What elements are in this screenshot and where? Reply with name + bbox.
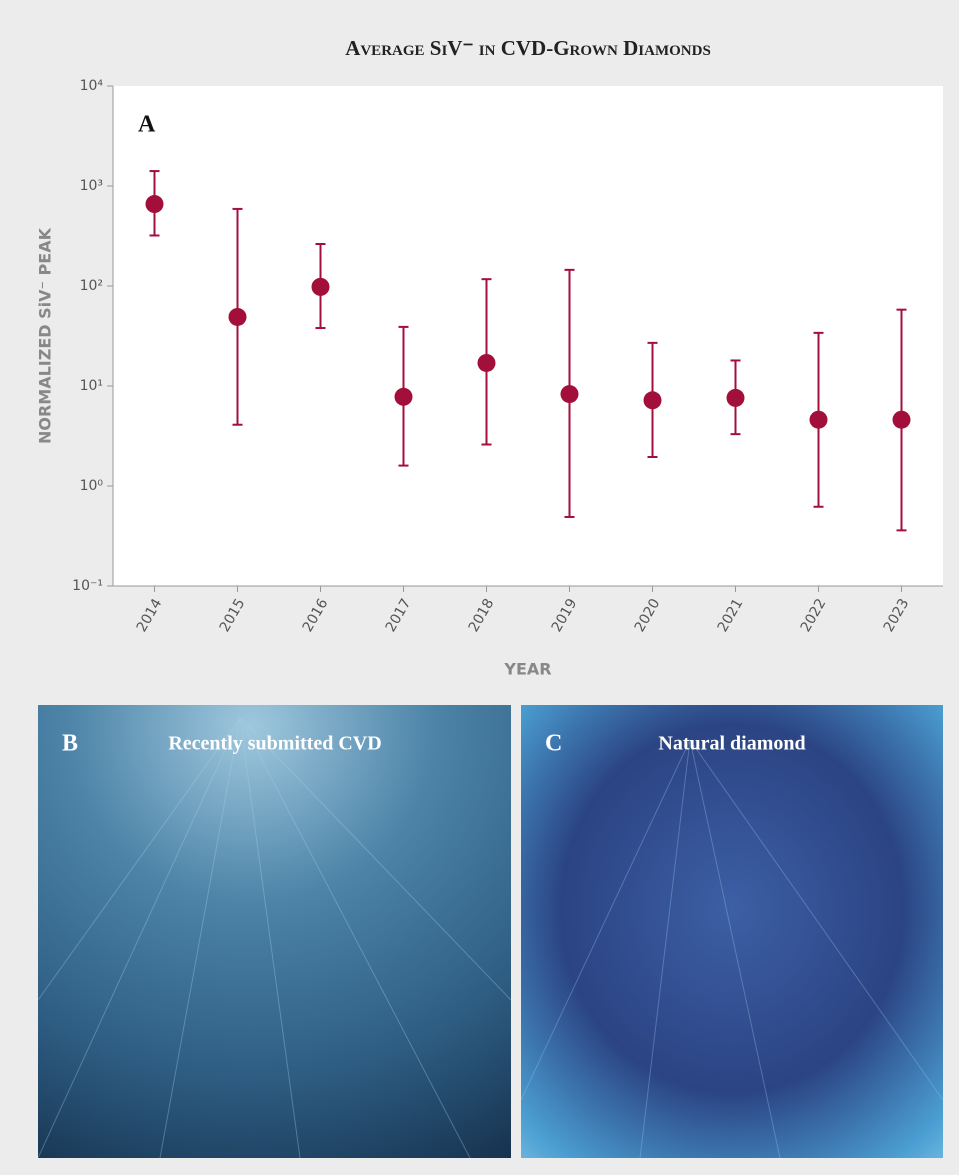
photo-caption: Natural diamond (658, 733, 805, 755)
y-tick-label: 10³ (80, 178, 103, 194)
y-tick-label: 10² (80, 278, 103, 294)
y-tick-label: 10⁰ (80, 478, 104, 494)
point (643, 391, 662, 410)
y-tick-label: 10⁴ (80, 78, 104, 94)
point (477, 353, 496, 372)
y-tick-label: 10⁻¹ (72, 578, 103, 594)
plot-area (113, 86, 943, 586)
point (311, 277, 330, 296)
photo-c (521, 705, 943, 1158)
facet-lines (520, 739, 944, 1159)
chart-title: Average SiV⁻ in CVD-Grown Diamonds (345, 36, 711, 60)
facet-lines (37, 716, 512, 1159)
point (809, 410, 828, 429)
point (394, 387, 413, 406)
y-axis-label: NORMALIZED SiV⁻ PEAK (36, 227, 55, 444)
point (892, 410, 911, 429)
photo-letter: C (545, 731, 562, 757)
photo-b (38, 705, 511, 1158)
photo-caption: Recently submitted CVD (168, 733, 381, 755)
point (560, 385, 579, 404)
point (228, 307, 247, 326)
point (145, 195, 164, 214)
x-axis-label: YEAR (503, 660, 551, 679)
photo-letter: B (62, 731, 78, 757)
panel-label: A (138, 112, 156, 138)
y-tick-label: 10¹ (80, 378, 103, 394)
point (726, 388, 745, 407)
